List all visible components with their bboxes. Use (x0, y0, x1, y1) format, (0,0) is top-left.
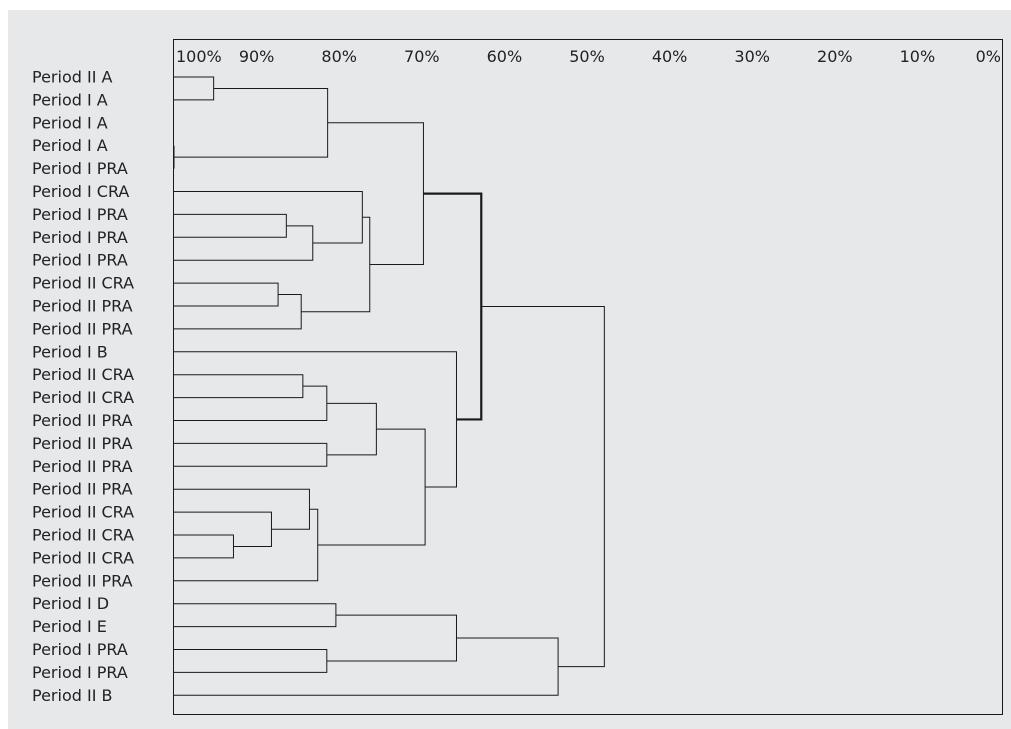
dendrogram-link (481, 306, 605, 668)
dendrogram-links (173, 76, 605, 696)
tick-label: 100% (176, 47, 222, 66)
leaf-label: Period II CRA (32, 526, 134, 545)
leaf-label: Period I PRA (32, 663, 128, 682)
leaf-label: Period II PRA (32, 297, 133, 316)
leaf-label: Period I A (32, 136, 108, 155)
leaf-label: Period II PRA (32, 480, 133, 499)
figure-background (8, 10, 1011, 729)
tick-label: 10% (900, 47, 936, 66)
leaf-label: Period II PRA (32, 457, 133, 476)
leaf-label: Period II CRA (32, 388, 134, 407)
leaf-label: Period I D (32, 594, 109, 613)
tick-label: 0% (976, 47, 1001, 66)
dendrogram-figure: 100% 90% 80% 70% 60% 50% 40% 30% 20% 10% 0% Period… (8, 10, 1011, 729)
tick-label: 90% (239, 47, 275, 66)
leaf-label: Period I PRA (32, 228, 128, 247)
tick-label: 30% (734, 47, 770, 66)
plot-frame (173, 39, 1003, 715)
leaf-label: Period I A (32, 113, 108, 132)
dendrogram-svg: 100% 90% 80% 70% 60% 50% 40% 30% 20% 10% 0% Period… (8, 10, 1011, 729)
leaf-label: Period II PRA (32, 434, 133, 453)
tick-label: 20% (817, 47, 853, 66)
leaf-label: Period II CRA (32, 274, 134, 293)
leaf-labels: Period II A Period I A Period I A Period I … (32, 68, 134, 705)
leaf-label: Period I CRA (32, 182, 129, 201)
leaf-label: Period II B (32, 686, 112, 705)
leaf-label: Period II CRA (32, 365, 134, 384)
axis-ticks: 100% 90% 80% 70% 60% 50% 40% 30% 20% 10% 0% (176, 47, 1001, 66)
tick-label: 80% (321, 47, 357, 66)
tick-label: 60% (487, 47, 523, 66)
leaf-label: Period I PRA (32, 205, 128, 224)
tick-label: 70% (404, 47, 440, 66)
leaf-label: Period II PRA (32, 319, 133, 338)
leaf-label: Period II PRA (32, 571, 133, 590)
leaf-label: Period I PRA (32, 640, 128, 659)
leaf-label: Period II PRA (32, 411, 133, 430)
leaf-label: Period II CRA (32, 503, 134, 522)
tick-label: 50% (569, 47, 605, 66)
leaf-label: Period I B (32, 342, 108, 361)
leaf-label: Period I PRA (32, 159, 128, 178)
tick-label: 40% (652, 47, 688, 66)
leaf-label: Period II A (32, 68, 113, 87)
leaf-label: Period I A (32, 90, 108, 109)
leaf-label: Period I PRA (32, 251, 128, 270)
leaf-label: Period II CRA (32, 548, 134, 567)
leaf-label: Period I E (32, 617, 107, 636)
